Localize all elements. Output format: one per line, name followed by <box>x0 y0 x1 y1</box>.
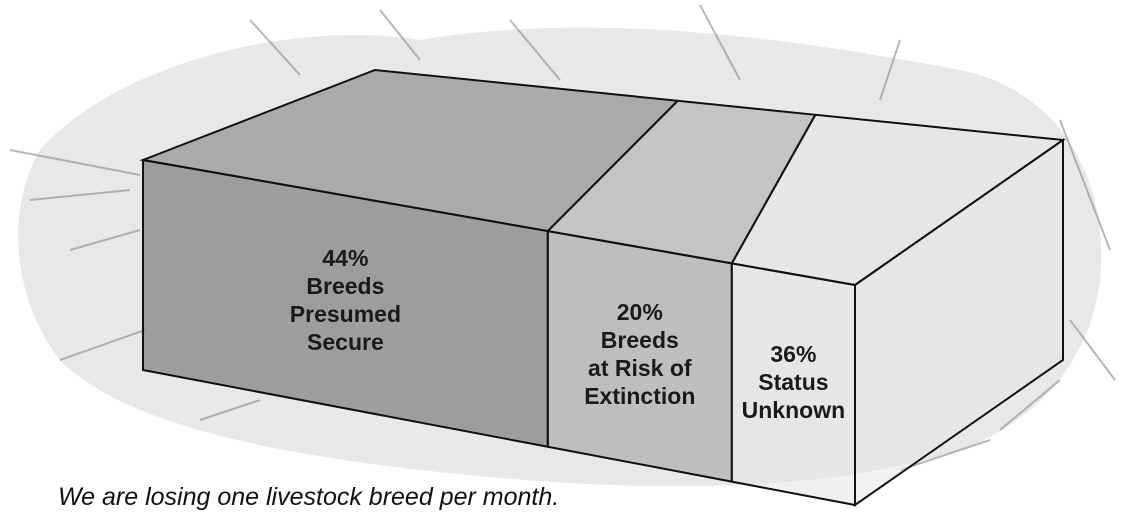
infographic: 44%BreedsPresumedSecure20%Breedsat Risk … <box>0 0 1123 523</box>
category-label: at Risk of <box>588 355 692 381</box>
value-label: 36% <box>770 341 816 367</box>
value-label: 20% <box>617 299 663 325</box>
category-label: Status <box>758 369 828 395</box>
category-label: Secure <box>307 329 384 355</box>
category-label: Breeds <box>601 327 679 353</box>
value-label: 44% <box>322 245 368 271</box>
category-label: Unknown <box>742 397 846 423</box>
caption: We are losing one livestock breed per mo… <box>58 483 559 511</box>
category-label: Breeds <box>306 273 384 299</box>
category-label: Extinction <box>584 383 695 409</box>
category-label: Presumed <box>290 301 401 327</box>
